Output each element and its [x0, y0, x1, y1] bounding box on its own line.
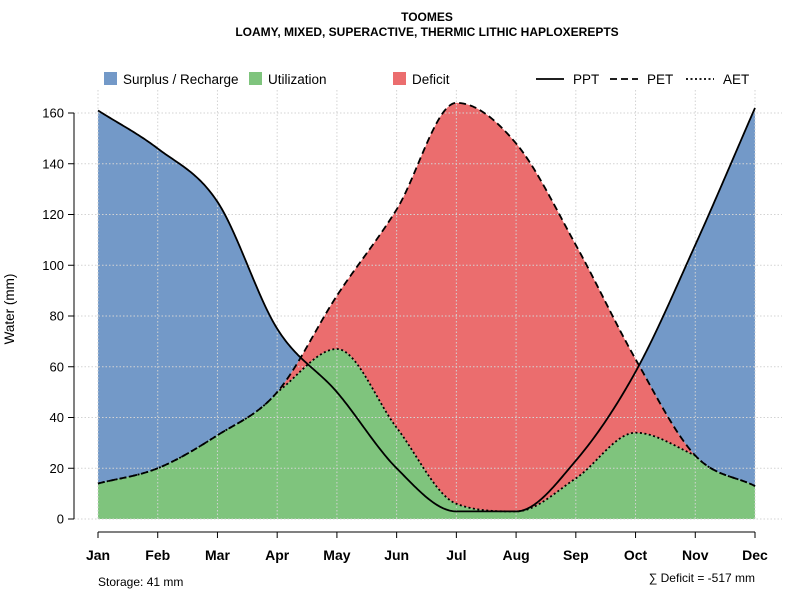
x-tick-label: Apr — [265, 547, 290, 563]
x-tick-label: Jun — [384, 547, 409, 563]
chart-subtitle: LOAMY, MIXED, SUPERACTIVE, THERMIC LITHI… — [235, 25, 618, 39]
y-tick-label: 0 — [57, 512, 64, 527]
y-tick-label: 160 — [42, 106, 64, 121]
legend-label: Deficit — [412, 72, 450, 87]
x-tick-label: Nov — [682, 547, 709, 563]
series-line-aet — [97, 348, 756, 513]
legend: Surplus / Recharge Utilization Deficit PPT P… — [104, 72, 749, 87]
legend-swatch — [104, 72, 117, 85]
legend-swatch — [249, 72, 262, 85]
chart-title: TOOMES — [401, 10, 453, 24]
grid-layer — [74, 90, 782, 520]
y-tick-label: 40 — [50, 410, 64, 425]
y-tick-label: 80 — [50, 309, 64, 324]
utilization-area — [98, 348, 755, 519]
y-tick-label: 120 — [42, 207, 64, 222]
legend-label: PPT — [573, 72, 599, 87]
y-tick-label: 20 — [50, 461, 64, 476]
x-tick-label: Aug — [502, 547, 529, 563]
x-tick-label: Oct — [624, 547, 648, 563]
axis-layer: 0 20 40 60 80 100 120 140 160 Jan Feb Mar Apr May Jun J… — [42, 106, 768, 564]
legend-label: PET — [647, 72, 673, 87]
x-tick-label: Feb — [145, 547, 170, 563]
x-tick-label: May — [323, 547, 350, 563]
area-layer — [98, 102, 755, 519]
x-tick-label: Mar — [205, 547, 230, 563]
x-tick-label: Jul — [446, 547, 466, 563]
y-tick-label: 100 — [42, 258, 64, 273]
x-tick-label: Jan — [86, 547, 110, 563]
series-line-ppt — [97, 107, 756, 513]
line-layer — [97, 101, 756, 513]
legend-label: AET — [723, 72, 749, 87]
surplus-area — [98, 102, 755, 487]
deficit-area — [98, 102, 755, 512]
x-tick-label: Sep — [563, 547, 589, 563]
legend-swatch — [393, 72, 406, 85]
y-tick-label: 60 — [50, 359, 64, 374]
legend-label: Utilization — [268, 72, 327, 87]
legend-label: Surplus / Recharge — [123, 72, 239, 87]
x-tick-label: Dec — [742, 547, 768, 563]
deficit-note: ∑ Deficit = -517 mm — [649, 571, 755, 585]
y-tick-label: 140 — [42, 156, 64, 171]
storage-note: Storage: 41 mm — [98, 575, 183, 589]
y-axis-label: Water (mm) — [2, 274, 17, 345]
